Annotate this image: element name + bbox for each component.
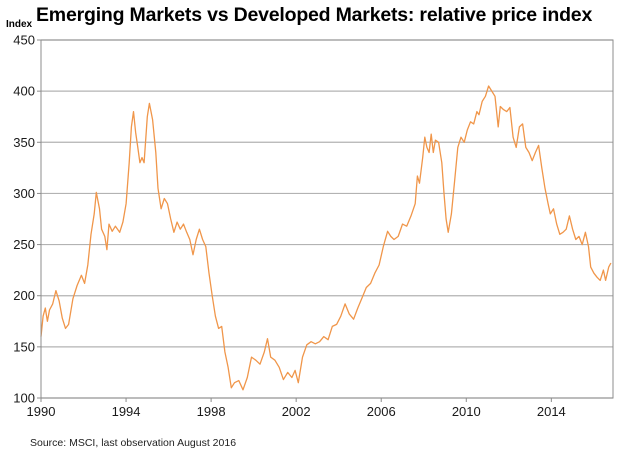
x-tick-label: 1990	[27, 404, 56, 419]
y-tick-label: 200	[13, 288, 35, 303]
gridlines	[41, 39, 613, 399]
y-tick-label: 450	[13, 33, 35, 48]
source-note: Source: MSCI, last observation August 20…	[30, 437, 237, 449]
chart-title: Emerging Markets vs Developed Markets: r…	[36, 4, 593, 26]
y-tick-label: 150	[13, 339, 35, 354]
y-tick-label: 250	[13, 237, 35, 252]
x-tick-label: 2010	[452, 404, 481, 419]
y-tick-label: 400	[13, 84, 35, 99]
y-axis-ticks: 100 150 200 250 300 350 400 450	[13, 33, 41, 406]
y-tick-label: 350	[13, 135, 35, 150]
x-tick-label: 1998	[197, 404, 226, 419]
x-tick-label: 2006	[367, 404, 396, 419]
x-tick-label: 1994	[112, 404, 141, 419]
y-axis-label: Index	[6, 19, 33, 30]
series-line	[40, 85, 612, 391]
y-tick-label: 300	[13, 186, 35, 201]
y-tick-label: 100	[13, 391, 35, 406]
x-tick-label: 2002	[282, 404, 311, 419]
x-axis-ticks: 1990 1994 1998 2002 2006 2010 2014	[27, 398, 566, 419]
x-tick-label: 2014	[537, 404, 566, 419]
plot-frame	[40, 39, 614, 399]
